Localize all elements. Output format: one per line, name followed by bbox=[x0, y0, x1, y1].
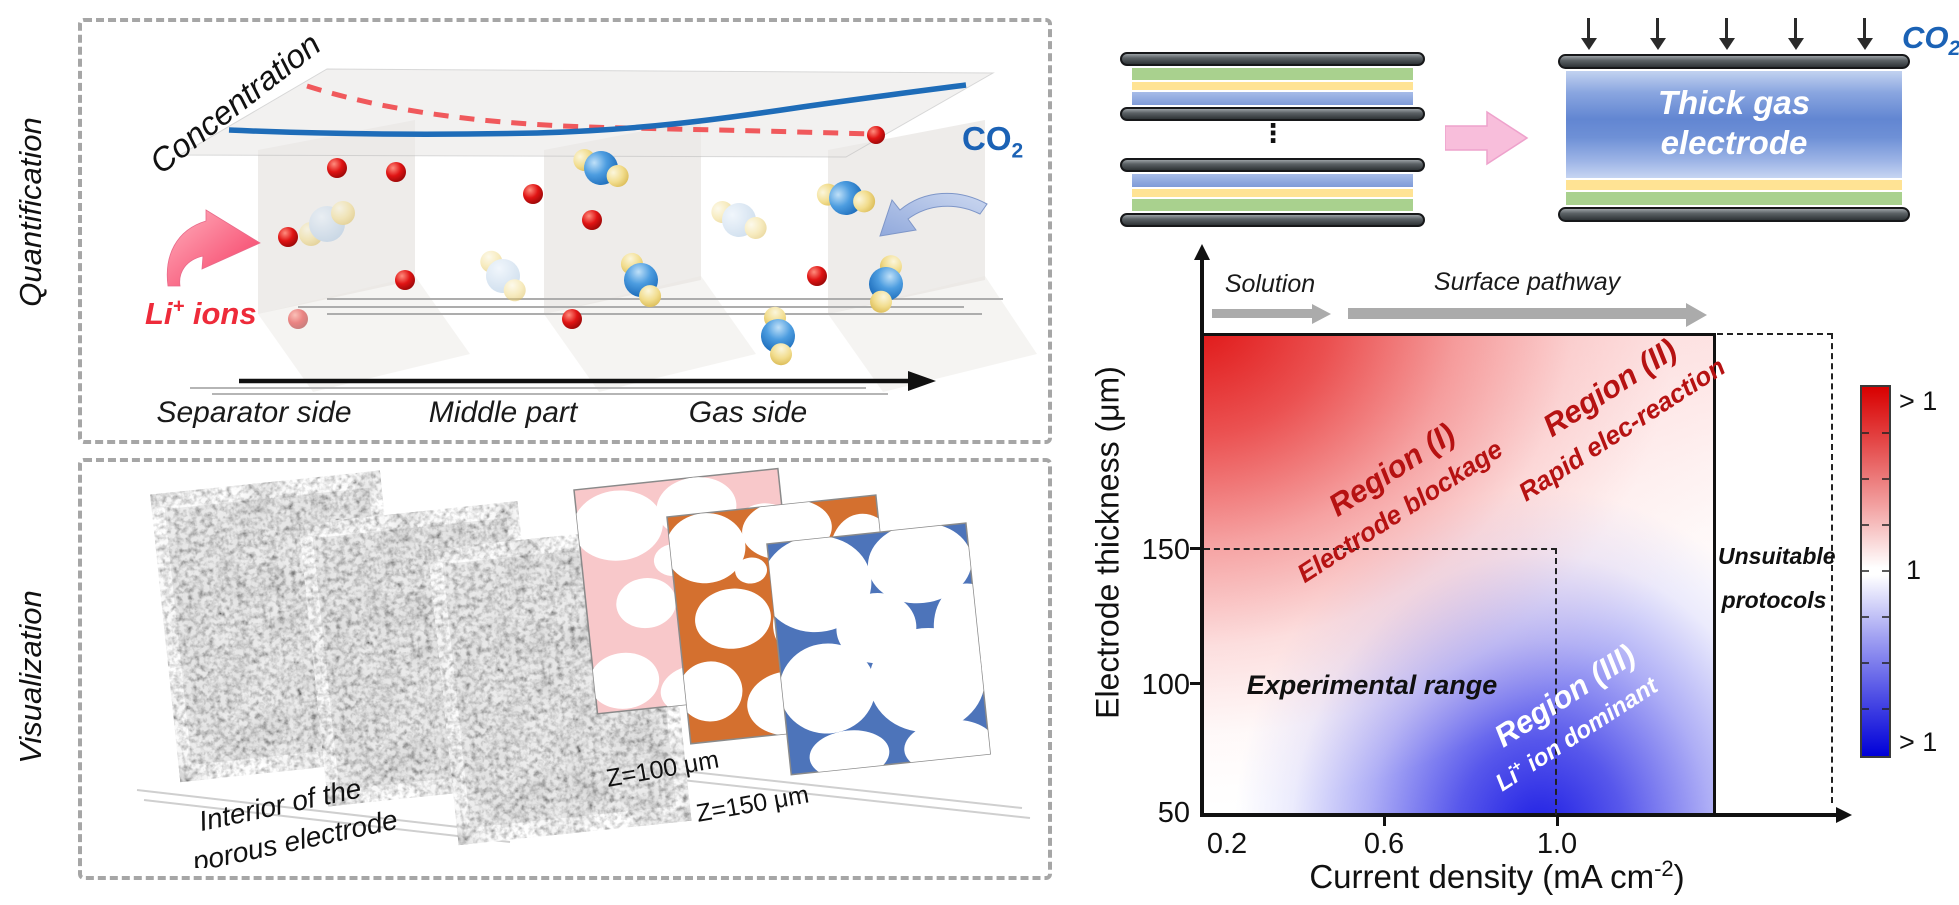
li-ion-spheres bbox=[278, 158, 827, 329]
y-axis-arrowhead-icon bbox=[1193, 244, 1210, 260]
heatmap-plot-area bbox=[1204, 333, 1716, 815]
quantification-panel: Concentration bbox=[78, 18, 1052, 444]
gas-wall bbox=[828, 120, 1037, 392]
li-ions-label-base: Li bbox=[145, 296, 173, 331]
y-tick-label-150: 150 bbox=[1141, 534, 1190, 566]
thick-electrode-label-line2: electrode bbox=[1660, 124, 1808, 161]
unsuitable-label-line2: protocols bbox=[1721, 587, 1827, 613]
surface-pathway-arrowhead-icon bbox=[1686, 303, 1707, 327]
co2-molecule-faded bbox=[299, 201, 767, 302]
yellow-separator-layer bbox=[1566, 180, 1902, 190]
zone-label-gas: Gas side bbox=[689, 396, 807, 429]
co2-down-arrow-icon bbox=[1787, 18, 1804, 50]
co2-label-schematic: CO2 bbox=[1902, 20, 1959, 59]
co2-down-arrow-icon bbox=[1856, 18, 1873, 50]
x-tick-1.0 bbox=[1556, 816, 1559, 826]
green-layer bbox=[1566, 192, 1902, 205]
co2-label-quantification: CO2 bbox=[962, 120, 1023, 162]
y-axis-line bbox=[1200, 258, 1204, 816]
quantification-scene: Concentration bbox=[143, 25, 1037, 429]
x-tick-label-0.2: 0.2 bbox=[1206, 828, 1248, 860]
depth-axis bbox=[190, 371, 936, 395]
unsuitable-label-line1: Unsuitable bbox=[1718, 543, 1836, 569]
solution-arrowhead-icon bbox=[1312, 304, 1331, 324]
section-label-visualization: Visualization bbox=[13, 590, 48, 764]
visualization-panel: Interior of the porous electrode Z=100 μ… bbox=[78, 458, 1052, 880]
y-tick-label-100: 100 bbox=[1141, 669, 1190, 701]
thick-electrode-label-line1: Thick gas bbox=[1657, 84, 1811, 121]
co2-concentration-curve bbox=[228, 82, 967, 137]
thick-gas-electrode-block: Thick gas electrode bbox=[1566, 71, 1902, 178]
x-axis-arrowhead-icon bbox=[1836, 807, 1852, 823]
colorbar-bottom-label: > 1 bbox=[1899, 727, 1938, 757]
surface-pathway-label: Surface pathway bbox=[1433, 268, 1621, 296]
yellow-separator-layer bbox=[1132, 189, 1413, 197]
li-ions-label: Li+ ions bbox=[145, 296, 257, 332]
co2-down-arrow-icon bbox=[1580, 18, 1597, 50]
yellow-separator-layer bbox=[1132, 82, 1413, 90]
y-tick-label-50: 50 bbox=[1157, 797, 1190, 829]
solution-pathway-label: Solution bbox=[1224, 270, 1316, 298]
x-tick-label-1.0: 1.0 bbox=[1536, 828, 1578, 860]
current-collector-bar bbox=[1558, 54, 1910, 69]
stack-ellipsis: ⋮ bbox=[1260, 118, 1286, 148]
current-collector-bar bbox=[1558, 207, 1910, 222]
segmentation-slice-blue bbox=[766, 522, 991, 776]
surface-pathway-arrow bbox=[1348, 308, 1686, 319]
co2-label-base: CO bbox=[1902, 20, 1949, 55]
transform-arrow-icon bbox=[1445, 110, 1529, 166]
li-inflow-arrow-icon bbox=[166, 209, 261, 287]
x-tick-0.6 bbox=[1383, 816, 1386, 826]
current-collector-bar bbox=[1120, 158, 1425, 172]
experimental-range-dashed-right bbox=[1555, 548, 1557, 815]
x-axis-title: Current density (mA cm-2) bbox=[1297, 858, 1697, 896]
green-layer bbox=[1132, 68, 1413, 80]
experimental-range-dashed-top bbox=[1204, 548, 1557, 550]
green-layer bbox=[1132, 199, 1413, 211]
unsuitable-dashed-right bbox=[1831, 333, 1833, 803]
colorbar-mid-label: 1 bbox=[1906, 555, 1922, 585]
co2-label-sub: 2 bbox=[1011, 139, 1024, 163]
x-axis-title-base: Current density (mA cm bbox=[1309, 858, 1655, 895]
y-tick-100 bbox=[1190, 682, 1201, 685]
section-label-quantification: Quantification bbox=[13, 117, 48, 307]
colorbar bbox=[1860, 385, 1891, 758]
co2-molecules bbox=[573, 149, 903, 366]
co2-inflow-arrow-icon bbox=[879, 192, 988, 237]
co2-down-arrow-icon bbox=[1649, 18, 1666, 50]
blue-electrode-layer bbox=[1132, 174, 1413, 187]
li-ions-label-sup: + bbox=[172, 295, 185, 318]
li-ion-sphere bbox=[867, 126, 885, 144]
zone-label-middle: Middle part bbox=[429, 396, 579, 429]
electrode-schematic: ⋮ CO2 Thick gas electrode bbox=[1100, 12, 1959, 242]
separator-wall bbox=[258, 120, 470, 392]
x-axis-title-sup: -2 bbox=[1654, 856, 1674, 881]
y-axis-title: Electrode thickness (μm) bbox=[1089, 366, 1126, 719]
current-collector-bar bbox=[1120, 213, 1425, 227]
co2-label-sub: 2 bbox=[1949, 37, 1959, 60]
current-collector-bar bbox=[1120, 107, 1425, 121]
li-ions-label-post: ions bbox=[184, 296, 257, 331]
x-axis-line bbox=[1200, 813, 1838, 817]
unsuitable-dashed-top bbox=[1717, 333, 1833, 335]
blue-electrode-layer bbox=[1132, 92, 1413, 105]
x-tick-label-0.6: 0.6 bbox=[1363, 828, 1405, 860]
zone-label-separator: Separator side bbox=[156, 396, 351, 429]
co2-label-base: CO bbox=[962, 120, 1012, 157]
experimental-range-label: Experimental range bbox=[1246, 670, 1498, 700]
y-tick-150 bbox=[1190, 547, 1201, 550]
visualization-scene: Interior of the porous electrode Z=100 μ… bbox=[136, 467, 1031, 878]
current-collector-bar bbox=[1120, 52, 1425, 66]
x-axis-title-close: ) bbox=[1673, 858, 1685, 895]
co2-down-arrow-icon bbox=[1718, 18, 1735, 50]
colorbar-top-label: > 1 bbox=[1899, 386, 1938, 416]
colorbar-ticks bbox=[1862, 432, 1889, 710]
solution-arrow bbox=[1212, 309, 1312, 318]
